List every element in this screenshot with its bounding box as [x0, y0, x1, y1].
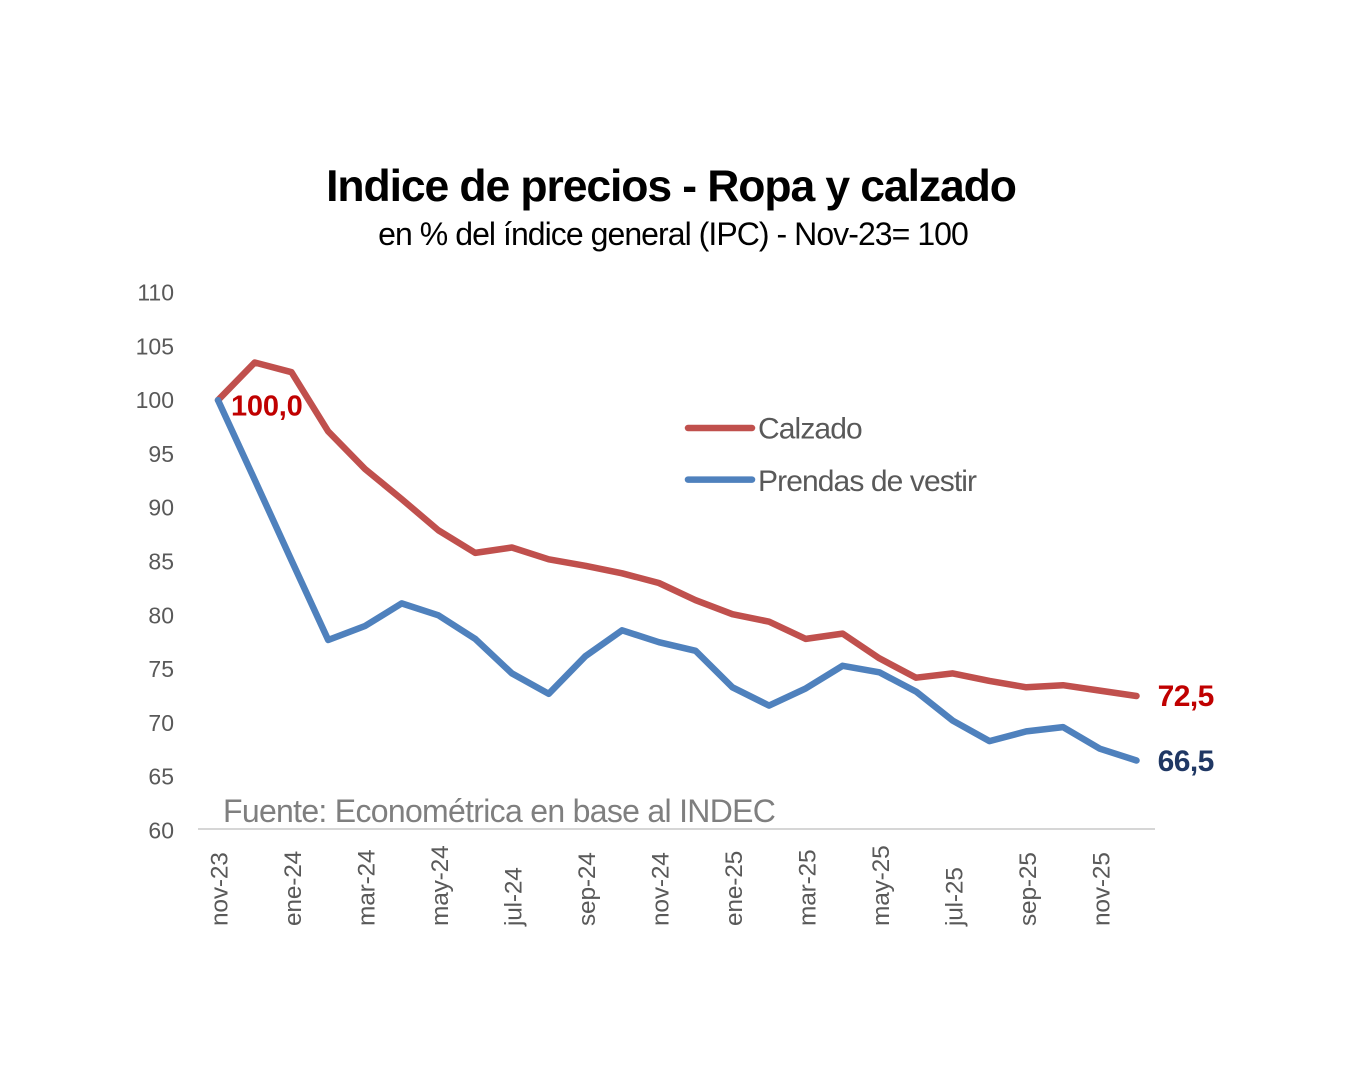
svg-text:jul-25: jul-25 — [941, 867, 968, 927]
svg-text:mar-25: mar-25 — [794, 850, 821, 926]
svg-text:90: 90 — [148, 495, 174, 521]
svg-text:105: 105 — [136, 333, 174, 359]
svg-text:100: 100 — [136, 387, 174, 413]
svg-text:72,5: 72,5 — [1158, 680, 1214, 713]
svg-text:mar-24: mar-24 — [354, 850, 381, 926]
svg-text:Indice de precios - Ropa y cal: Indice de precios - Ropa y calzado — [326, 162, 1016, 211]
svg-text:110: 110 — [137, 280, 174, 306]
svg-text:95: 95 — [148, 441, 174, 467]
svg-text:100,0: 100,0 — [231, 390, 303, 422]
svg-text:nov-24: nov-24 — [647, 852, 674, 926]
svg-text:ene-25: ene-25 — [721, 851, 748, 926]
svg-text:60: 60 — [148, 817, 174, 843]
svg-text:en % del índice general (IPC): en % del índice general (IPC) - Nov-23= … — [378, 216, 968, 252]
svg-text:80: 80 — [148, 602, 174, 628]
svg-text:sep-24: sep-24 — [574, 852, 601, 926]
svg-text:Calzado: Calzado — [758, 412, 862, 445]
svg-text:ene-24: ene-24 — [280, 851, 307, 926]
svg-text:70: 70 — [148, 710, 174, 736]
svg-text:66,5: 66,5 — [1158, 745, 1214, 778]
svg-text:Fuente: Econométrica en base a: Fuente: Econométrica en base al INDEC — [223, 793, 775, 829]
svg-text:jul-24: jul-24 — [500, 867, 527, 927]
svg-text:Prendas de vestir: Prendas de vestir — [758, 465, 977, 498]
svg-text:nov-25: nov-25 — [1088, 852, 1115, 926]
svg-text:sep-25: sep-25 — [1015, 852, 1042, 926]
svg-text:75: 75 — [148, 656, 174, 682]
svg-text:may-24: may-24 — [427, 846, 454, 927]
svg-text:65: 65 — [148, 764, 174, 790]
svg-text:may-25: may-25 — [868, 846, 895, 927]
svg-text:85: 85 — [148, 549, 174, 575]
svg-text:nov-23: nov-23 — [207, 852, 234, 926]
